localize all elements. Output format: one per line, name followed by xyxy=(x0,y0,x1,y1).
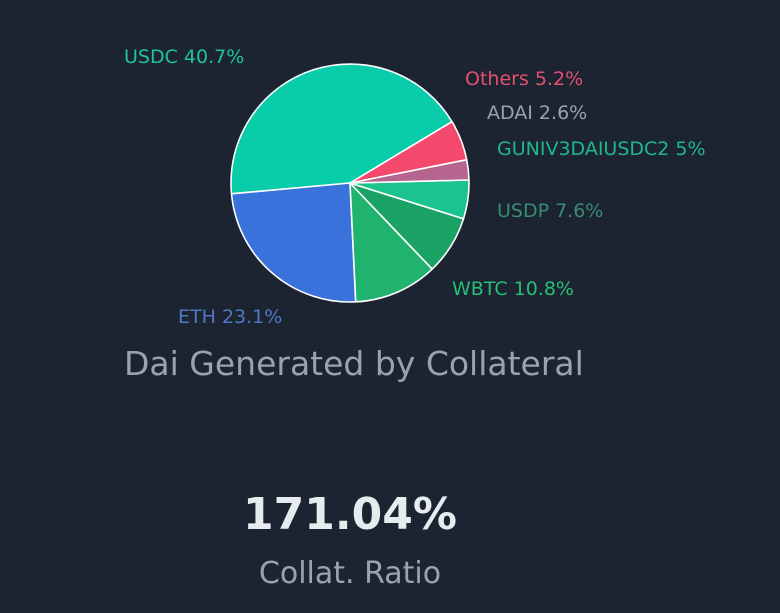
collat-ratio-label: Collat. Ratio xyxy=(258,556,442,591)
slice-label-usdc: USDC 40.7% xyxy=(124,46,244,68)
pie-slices xyxy=(230,63,470,303)
pie-slice-others xyxy=(349,120,468,184)
slice-label-eth: ETH 23.1% xyxy=(178,306,282,328)
pie-slice-usdc xyxy=(230,63,453,195)
chart-title: Dai Generated by Collateral xyxy=(124,344,584,383)
slice-label-guniv3daiusdc2: GUNIV3DAIUSDC2 5% xyxy=(497,138,706,160)
slice-label-adai: ADAI 2.6% xyxy=(487,102,587,124)
collat-ratio-value: 171.04% xyxy=(243,489,457,540)
pie-slice-eth xyxy=(230,182,357,303)
slice-label-others: Others 5.2% xyxy=(465,68,583,90)
slice-label-wbtc: WBTC 10.8% xyxy=(452,278,574,300)
pie-labels: USDC 40.7% ETH 23.1% WBTC 10.8% USDP 7.6% GU… xyxy=(124,46,706,328)
slice-label-usdp: USDP 7.6% xyxy=(497,200,603,222)
pie-chart: USDC 40.7% ETH 23.1% WBTC 10.8% USDP 7.6% GU… xyxy=(124,46,706,328)
pie-slice-wbtc xyxy=(349,182,434,303)
